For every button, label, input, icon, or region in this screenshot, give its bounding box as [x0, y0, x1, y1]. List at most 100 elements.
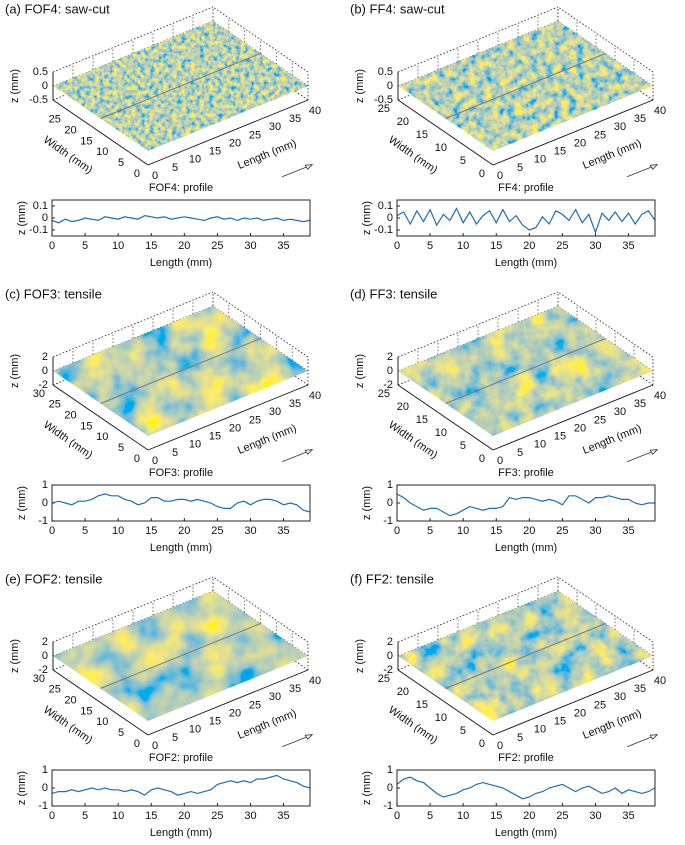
y-tick-label: 20 — [64, 410, 76, 422]
x-tick-label: 10 — [534, 439, 546, 451]
x-tick-label: 0 — [152, 740, 158, 752]
x-tick-label: 40 — [654, 390, 666, 402]
plot-frame — [396, 484, 656, 522]
x-tick-label: 35 — [634, 113, 646, 125]
x-tick-label: 10 — [457, 240, 469, 252]
x-tick-label: 15 — [209, 716, 221, 728]
y-tick-label: 25 — [49, 399, 61, 411]
arrow-head — [304, 164, 314, 170]
profile-title: FF2: profile — [498, 752, 554, 764]
grid-line — [52, 6, 214, 73]
x-tick-label: 5 — [172, 162, 178, 174]
x-tick-label: 10 — [189, 724, 201, 736]
panel-title: (a) FOF4: saw-cut — [5, 1, 110, 16]
grid-line — [557, 590, 654, 657]
x-tick-label: 30 — [269, 691, 281, 703]
z-tick-label: 0 — [387, 650, 393, 662]
x-axis-label: Length (mm) — [236, 707, 298, 741]
panel-title: (d) FF3: tensile — [350, 286, 437, 301]
y-tick-label: -1 — [383, 800, 393, 812]
x-tick-label: 0 — [152, 170, 158, 182]
y-tick-label: 0 — [42, 212, 48, 224]
y-tick-label: 20 — [64, 125, 76, 137]
y-tick-label: 5 — [460, 155, 466, 167]
profile-title: FOF3: profile — [149, 467, 213, 479]
x-tick-label: 35 — [634, 683, 646, 695]
x-tick-label: 20 — [574, 137, 586, 149]
y-tick-label: 0 — [42, 497, 48, 509]
y-tick-label: 0 — [387, 212, 393, 224]
x-tick-label: 20 — [178, 240, 190, 252]
grid-line — [557, 291, 654, 358]
y-tick-label: 1 — [387, 764, 393, 776]
grid-line — [52, 291, 214, 358]
y-tick-label: 10 — [96, 716, 108, 728]
x-tick-label: 30 — [589, 240, 601, 252]
x-tick-label: 25 — [594, 414, 606, 426]
y-tick-label: 10 — [435, 427, 447, 439]
y-axis-label: z (mm) — [16, 486, 28, 520]
z-tick-label: -2 — [38, 664, 48, 676]
z-tick-label: 0 — [387, 80, 393, 92]
y-tick-label: 20 — [397, 686, 409, 698]
x-tick-label: 30 — [614, 406, 626, 418]
x-tick-label: 35 — [622, 810, 634, 822]
y-tick-label: 15 — [416, 129, 428, 141]
x-tick-label: 15 — [554, 146, 566, 158]
y-tick-label: 30 — [33, 388, 45, 400]
y-tick-label: -0.1 — [374, 224, 393, 236]
x-tick-label: 10 — [112, 240, 124, 252]
x-tick-label: 5 — [82, 240, 88, 252]
grid-line — [557, 576, 654, 643]
x-tick-label: 0 — [497, 455, 503, 467]
x-tick-label: 30 — [614, 121, 626, 133]
x-tick-label: 25 — [594, 699, 606, 711]
z-tick-label: 0.5 — [33, 66, 48, 78]
y-axis-label: z (mm) — [16, 771, 28, 805]
y-tick-label: 25 — [378, 673, 390, 685]
x-tick-label: 0 — [497, 170, 503, 182]
y-axis — [397, 669, 494, 736]
profile-title: FF4: profile — [498, 182, 554, 194]
x-tick-label: 35 — [289, 683, 301, 695]
x-axis-label: Length (mm) — [495, 542, 557, 554]
x-tick-label: 40 — [654, 675, 666, 687]
plot-frame — [396, 769, 656, 807]
x-tick-label: 25 — [211, 525, 223, 537]
x-axis — [492, 384, 654, 451]
x-tick-label: 40 — [309, 105, 321, 117]
y-tick-label: 15 — [80, 420, 92, 432]
x-tick-label: 10 — [112, 525, 124, 537]
y-tick-label: 0 — [42, 782, 48, 794]
grid-line — [397, 6, 559, 73]
y-tick-label: 10 — [435, 142, 447, 154]
grid-line — [397, 20, 559, 87]
x-axis-label: Length (mm) — [236, 422, 298, 456]
x-tick-label: 35 — [277, 810, 289, 822]
x-tick-label: 20 — [229, 707, 241, 719]
y-tick-label: -1 — [38, 800, 48, 812]
x-tick-label: 25 — [556, 525, 568, 537]
z-tick-label: 2 — [387, 351, 393, 363]
y-tick-label: 10 — [96, 146, 108, 158]
y-tick-label: 1 — [42, 764, 48, 776]
x-tick-label: 10 — [457, 525, 469, 537]
grid-line — [212, 590, 309, 657]
x-axis — [147, 99, 309, 166]
x-tick-label: 20 — [523, 810, 535, 822]
y-tick-label: 25 — [378, 388, 390, 400]
y-tick-label: 0 — [479, 453, 485, 465]
y-tick-label: 15 — [416, 414, 428, 426]
x-tick-label: 30 — [244, 525, 256, 537]
x-tick-label: 10 — [189, 154, 201, 166]
grid-line — [212, 576, 309, 643]
y-axis-label: z (mm) — [361, 486, 373, 520]
y-tick-label: 0 — [134, 738, 140, 750]
z-tick-label: 0.5 — [378, 66, 393, 78]
y-axis-label: z (mm) — [361, 771, 373, 805]
x-tick-label: 30 — [244, 810, 256, 822]
profile-title: FOF2: profile — [149, 752, 213, 764]
x-tick-label: 35 — [277, 525, 289, 537]
x-tick-label: 25 — [556, 810, 568, 822]
x-tick-label: 5 — [427, 525, 433, 537]
